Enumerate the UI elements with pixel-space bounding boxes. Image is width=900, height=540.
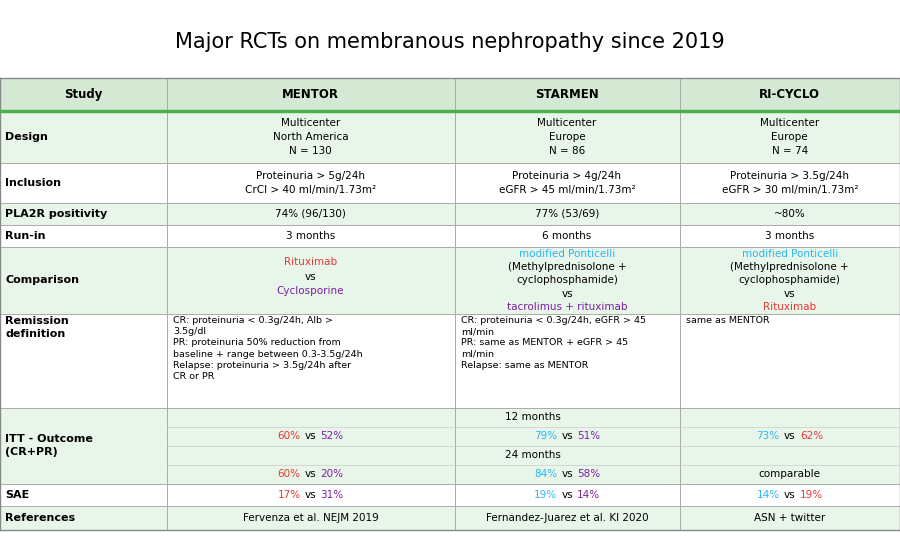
Text: 19%: 19%	[800, 490, 823, 500]
Text: Fervenza et al. NEJM 2019: Fervenza et al. NEJM 2019	[243, 513, 378, 523]
Text: cyclophosphamide): cyclophosphamide)	[739, 275, 841, 286]
Text: Multicenter
North America
N = 130: Multicenter North America N = 130	[273, 118, 348, 156]
Text: ITT - Outcome
(CR+PR): ITT - Outcome (CR+PR)	[5, 434, 94, 457]
Text: STARMEN: STARMEN	[536, 88, 598, 101]
Bar	[0, 506, 900, 530]
Text: vs: vs	[562, 431, 572, 441]
Text: modified Ponticelli: modified Ponticelli	[742, 249, 838, 259]
Text: Remission
definition: Remission definition	[5, 316, 69, 339]
Text: modified Ponticelli: modified Ponticelli	[519, 249, 615, 259]
Text: comparable: comparable	[759, 469, 821, 480]
Text: Proteinuria > 3.5g/24h
eGFR > 30 ml/min/1.73m²: Proteinuria > 3.5g/24h eGFR > 30 ml/min/…	[722, 171, 858, 194]
Text: Inclusion: Inclusion	[5, 178, 61, 188]
Text: 77% (53/69): 77% (53/69)	[535, 209, 599, 219]
Text: Run-in: Run-in	[5, 231, 46, 241]
Text: ASN + twitter: ASN + twitter	[754, 513, 825, 523]
Text: Major RCTs on membranous nephropathy since 2019: Major RCTs on membranous nephropathy sin…	[176, 32, 725, 52]
Text: vs: vs	[784, 431, 796, 441]
Text: 3 months: 3 months	[765, 231, 814, 241]
Text: 62%: 62%	[800, 431, 823, 441]
Text: vs: vs	[784, 490, 796, 500]
Text: 60%: 60%	[277, 431, 301, 441]
Text: vs: vs	[562, 490, 572, 500]
Text: 24 months: 24 months	[505, 450, 562, 461]
Bar	[0, 247, 900, 314]
Text: PLA2R positivity: PLA2R positivity	[5, 209, 108, 219]
Text: 60%: 60%	[277, 469, 301, 480]
Text: vs: vs	[562, 469, 572, 480]
Bar	[0, 225, 900, 247]
Text: 3 months: 3 months	[286, 231, 335, 241]
Text: CR: proteinuria < 0.3g/24h, eGFR > 45
ml/min
PR: same as MENTOR + eGFR > 45
ml/m: CR: proteinuria < 0.3g/24h, eGFR > 45 ml…	[461, 316, 646, 370]
Bar	[0, 111, 900, 163]
Text: Design: Design	[5, 132, 49, 142]
Text: 58%: 58%	[577, 469, 600, 480]
Text: Comparison: Comparison	[5, 275, 79, 286]
Text: 51%: 51%	[577, 431, 600, 441]
Text: 31%: 31%	[320, 490, 344, 500]
Text: vs: vs	[305, 272, 316, 282]
Text: (Methylprednisolone +: (Methylprednisolone +	[508, 262, 626, 272]
Text: Proteinuria > 4g/24h
eGFR > 45 ml/min/1.73m²: Proteinuria > 4g/24h eGFR > 45 ml/min/1.…	[499, 171, 635, 194]
Text: SAE: SAE	[5, 490, 30, 500]
Text: ~80%: ~80%	[774, 209, 806, 219]
Text: vs: vs	[784, 289, 796, 299]
Text: 20%: 20%	[320, 469, 344, 480]
Text: 52%: 52%	[320, 431, 344, 441]
Text: same as MENTOR: same as MENTOR	[686, 316, 769, 325]
Text: 19%: 19%	[534, 490, 557, 500]
Text: Fernandez-Juarez et al. KI 2020: Fernandez-Juarez et al. KI 2020	[486, 513, 648, 523]
Text: Multicenter
Europe
N = 86: Multicenter Europe N = 86	[537, 118, 597, 156]
Text: vs: vs	[305, 431, 316, 441]
Text: vs: vs	[305, 490, 316, 500]
Text: 73%: 73%	[757, 431, 779, 441]
Text: CR: proteinuria < 0.3g/24h, Alb >
3.5g/dl
PR: proteinuria 50% reduction from
bas: CR: proteinuria < 0.3g/24h, Alb > 3.5g/d…	[173, 316, 363, 381]
Text: Study: Study	[64, 88, 103, 101]
Text: 6 months: 6 months	[543, 231, 591, 241]
Text: Proteinuria > 5g/24h
CrCl > 40 ml/min/1.73m²: Proteinuria > 5g/24h CrCl > 40 ml/min/1.…	[245, 171, 376, 194]
Text: cyclophosphamide): cyclophosphamide)	[516, 275, 618, 286]
Text: References: References	[5, 513, 76, 523]
Text: Rituximab: Rituximab	[284, 257, 338, 267]
Text: 79%: 79%	[534, 431, 557, 441]
Text: vs: vs	[562, 289, 572, 299]
Text: vs: vs	[305, 469, 316, 480]
Text: 14%: 14%	[757, 490, 779, 500]
Text: 12 months: 12 months	[505, 412, 562, 422]
Bar	[0, 163, 900, 202]
Text: 84%: 84%	[534, 469, 557, 480]
Text: tacrolimus + rituximab: tacrolimus + rituximab	[507, 302, 627, 312]
Text: Multicenter
Europe
N = 74: Multicenter Europe N = 74	[760, 118, 819, 156]
Text: 17%: 17%	[277, 490, 301, 500]
Text: (Methylprednisolone +: (Methylprednisolone +	[731, 262, 849, 272]
Text: 14%: 14%	[577, 490, 600, 500]
Bar	[0, 408, 900, 484]
Text: Rituximab: Rituximab	[763, 302, 816, 312]
Bar	[0, 484, 900, 506]
Bar	[0, 314, 900, 408]
Text: Cyclosporine: Cyclosporine	[277, 286, 344, 296]
Bar	[0, 78, 900, 111]
Text: 74% (96/130): 74% (96/130)	[275, 209, 346, 219]
Text: RI-CYCLO: RI-CYCLO	[760, 88, 820, 101]
Bar	[0, 202, 900, 225]
Text: MENTOR: MENTOR	[282, 88, 339, 101]
